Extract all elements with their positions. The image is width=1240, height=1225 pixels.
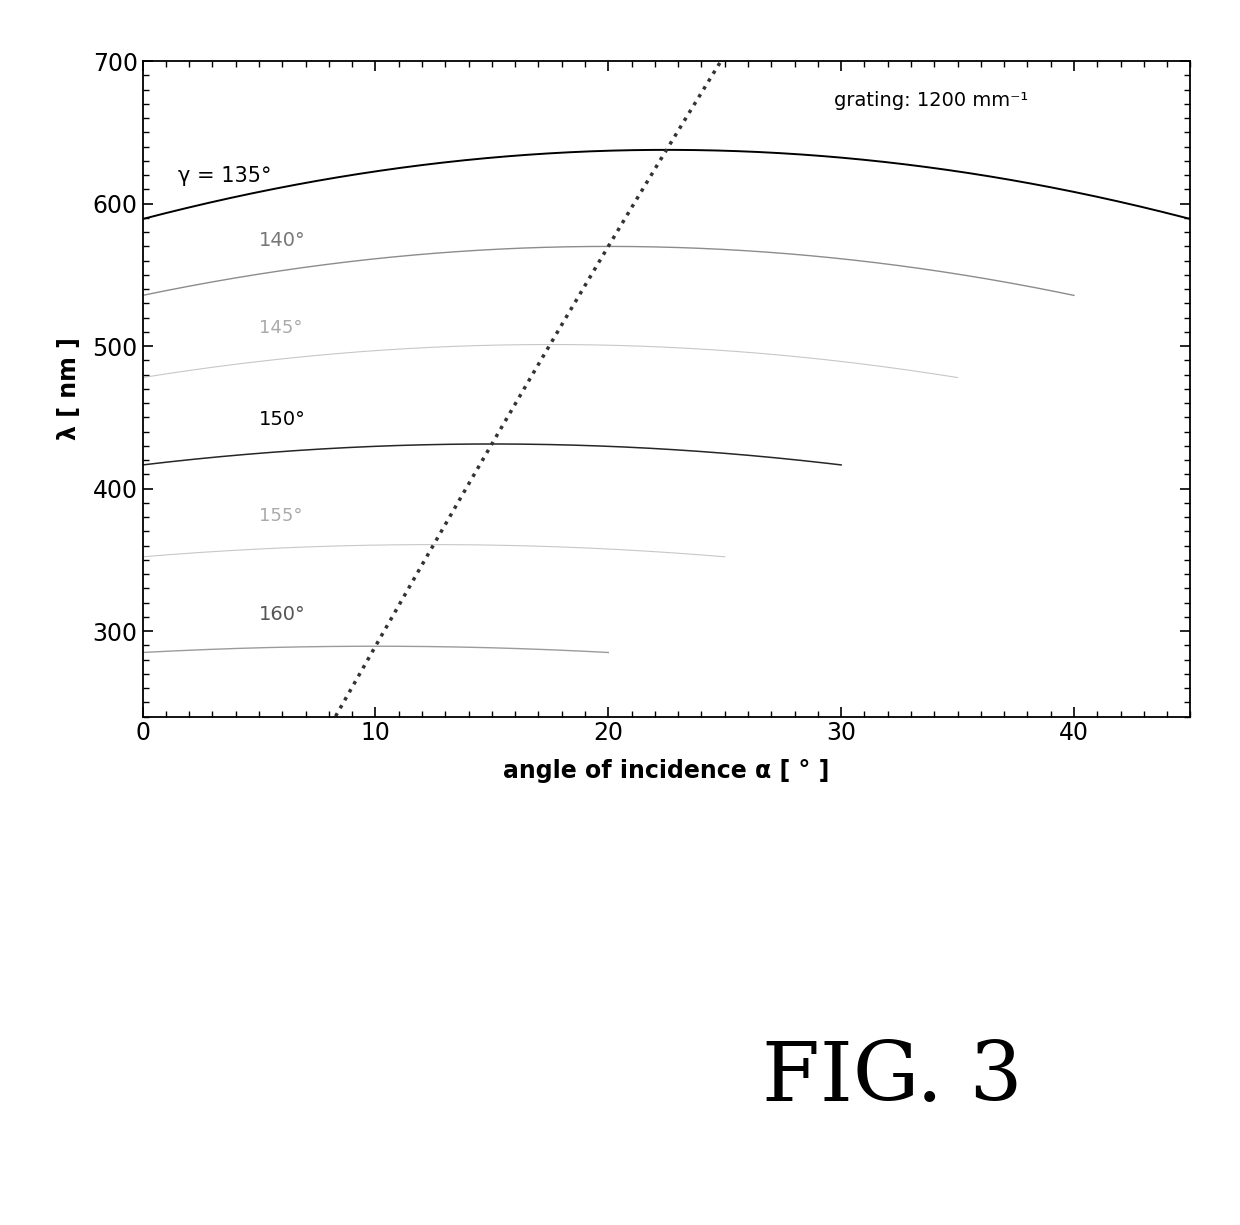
Text: γ = 135°: γ = 135° [177,167,272,186]
Text: grating: 1200 mm⁻¹: grating: 1200 mm⁻¹ [835,91,1028,110]
Y-axis label: λ [ nm ]: λ [ nm ] [57,338,82,440]
Text: 160°: 160° [259,605,306,624]
Text: 145°: 145° [259,320,303,337]
X-axis label: angle of incidence α [ ° ]: angle of incidence α [ ° ] [503,760,830,783]
Text: 155°: 155° [259,507,303,524]
Text: 140°: 140° [259,230,306,250]
Text: 150°: 150° [259,410,306,429]
Text: FIG. 3: FIG. 3 [763,1038,1023,1118]
